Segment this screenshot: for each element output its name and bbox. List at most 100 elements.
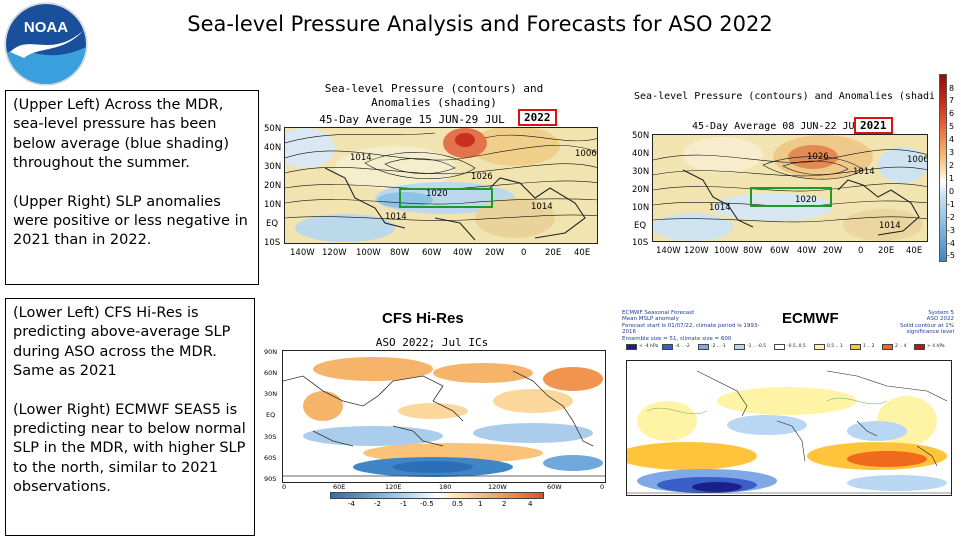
cfs-map-frame bbox=[282, 350, 606, 483]
cfs-lat-label: 90S bbox=[264, 475, 277, 483]
ul-lat-label: EQ bbox=[266, 219, 279, 229]
cfs-colorbar bbox=[330, 492, 544, 499]
ul-lon-label: 20W bbox=[485, 248, 505, 258]
cfs-map-canvas bbox=[283, 351, 605, 482]
cfs-colorbar-label: 4 bbox=[528, 500, 533, 508]
ur-lon-label: 20W bbox=[823, 246, 843, 256]
ur-map-canvas bbox=[653, 135, 927, 241]
ur-colorbar-label: 6 bbox=[949, 109, 955, 118]
ur-lon-label: 120W bbox=[684, 246, 709, 256]
ecmwf-header-right: System 5 ASO 2022 Solid contour at 1% si… bbox=[884, 310, 954, 336]
ecmwf-header-left-3: Forecast start is 01/07/22, climate peri… bbox=[622, 322, 760, 336]
ecmwf-legend-label: 2 .. 4 bbox=[895, 344, 907, 349]
ur-lat-label: 50N bbox=[632, 131, 650, 141]
ecmwf-legend-swatch bbox=[662, 344, 673, 350]
ul-lon-label: 0 bbox=[521, 248, 527, 258]
ur-contour-label-6: 1014 bbox=[879, 221, 901, 231]
ur-lon-label: 140W bbox=[656, 246, 681, 256]
ur-lon-label: 80W bbox=[743, 246, 763, 256]
ur-lat-label: EQ bbox=[634, 221, 647, 231]
ul-lat-label: 40N bbox=[264, 143, 282, 153]
ur-colorbar-label: -1 bbox=[947, 200, 955, 209]
ur-colorbar-label: 1 bbox=[949, 174, 955, 183]
ul-lat-label: 30N bbox=[264, 162, 282, 172]
ur-colorbar-label: 4 bbox=[949, 135, 955, 144]
cfs-lat-label: 30N bbox=[264, 390, 278, 398]
cfs-lon-label: 180 bbox=[439, 483, 452, 491]
cfs-hires-map: CFS Hi-Res ASO 2022; Jul ICs bbox=[262, 306, 610, 512]
ecmwf-map: ECMWF ECMWF Seasonal Forecast Mean MSLP … bbox=[618, 300, 956, 500]
ecmwf-legend-swatch bbox=[814, 344, 825, 350]
ur-colorbar-label: -2 bbox=[947, 213, 955, 222]
cfs-colorbar-label: 1 bbox=[478, 500, 483, 508]
ur-colorbar-label: 5 bbox=[949, 122, 955, 131]
ul-lat-label: 20N bbox=[264, 181, 282, 191]
ul-contour-label-1: 1014 bbox=[350, 153, 372, 163]
ur-contour-label-2: 1014 bbox=[853, 167, 875, 177]
ul-lon-label: 100W bbox=[356, 248, 381, 258]
ur-colorbar-label: -3 bbox=[947, 226, 955, 235]
cfs-colorbar-label: -0.5 bbox=[420, 500, 434, 508]
ecmwf-legend: < -4 hPa -4 .. -2 -2 .. -1 -1 .. -0.5 -0… bbox=[618, 344, 956, 356]
cfs-lat-label: 60N bbox=[264, 369, 278, 377]
cfs-lon-label: 0 bbox=[600, 483, 605, 491]
cfs-lon-label: 60W bbox=[547, 483, 562, 491]
cfs-colorbar-label: -1 bbox=[400, 500, 407, 508]
cfs-lon-label: 120E bbox=[385, 483, 402, 491]
ecmwf-header-left: ECMWF Seasonal Forecast Mean MSLP anomal… bbox=[622, 310, 762, 343]
ecmwf-legend-label: 1 .. 2 bbox=[863, 344, 875, 349]
ul-lon-label: 60W bbox=[422, 248, 442, 258]
ul-map-frame: 1014 1026 1020 1014 1006 1014 bbox=[284, 127, 598, 244]
ul-contour-label-5: 1006 bbox=[575, 149, 597, 159]
ur-lat-label: 10S bbox=[632, 238, 649, 248]
ul-contour-label-4: 1014 bbox=[385, 212, 407, 222]
cfs-lat-label: 90N bbox=[264, 348, 278, 356]
cfs-subtitle: ASO 2022; Jul ICs bbox=[375, 336, 489, 349]
ul-contour-label-2: 1026 bbox=[471, 172, 493, 182]
ul-lon-label: 140W bbox=[290, 248, 315, 258]
cfs-heading: CFS Hi-Res bbox=[382, 310, 464, 327]
lower-left-commentary: (Lower Left) CFS Hi-Res is predicting ab… bbox=[13, 305, 231, 380]
ul-title-line1: Sea-level Pressure (contours) and bbox=[324, 82, 544, 95]
ecmwf-heading: ECMWF bbox=[782, 310, 839, 327]
upper-commentary-box: (Upper Left) Across the MDR, sea-level p… bbox=[5, 90, 259, 285]
ecmwf-legend-swatch bbox=[734, 344, 745, 350]
ur-contour-label-5: 1006 bbox=[907, 155, 928, 165]
upper-left-commentary: (Upper Left) Across the MDR, sea-level p… bbox=[13, 97, 229, 172]
ecmwf-header-right-2: ASO 2022 bbox=[926, 316, 954, 323]
ul-lat-label: 50N bbox=[264, 124, 282, 134]
ecmwf-legend-label: -0.5..0.5 bbox=[787, 344, 806, 349]
ecmwf-legend-label: -2 .. -1 bbox=[711, 344, 726, 349]
upper-right-slp-map: Sea-level Pressure (contours) and Anomal… bbox=[610, 74, 956, 266]
cfs-colorbar-label: -2 bbox=[374, 500, 381, 508]
ecmwf-legend-swatch bbox=[698, 344, 709, 350]
ur-colorbar-label: 0 bbox=[949, 187, 955, 196]
ur-title-line2: 45-Day Average 08 JUN-22 JU bbox=[692, 121, 855, 132]
ul-map-canvas bbox=[285, 128, 597, 243]
ecmwf-legend-swatch bbox=[850, 344, 861, 350]
ur-lon-label: 40W bbox=[797, 246, 817, 256]
noaa-logo-text: NOAA bbox=[24, 19, 68, 36]
cfs-lon-label: 60E bbox=[333, 483, 346, 491]
ur-colorbar-label: 8 bbox=[949, 84, 955, 93]
ul-contour-label-3: 1020 bbox=[426, 189, 448, 199]
ur-colorbar-label: 3 bbox=[949, 148, 955, 157]
ur-colorbar-label: 2 bbox=[949, 161, 955, 170]
ur-lon-label: 60W bbox=[770, 246, 790, 256]
ecmwf-legend-swatch bbox=[882, 344, 893, 350]
ur-lon-label: 0 bbox=[858, 246, 864, 256]
ur-lat-label: 10N bbox=[632, 203, 650, 213]
ur-contour-label-4: 1014 bbox=[709, 203, 731, 213]
ur-lon-label: 40E bbox=[906, 246, 923, 256]
cfs-lat-label: 30S bbox=[264, 433, 277, 441]
ur-lat-label: 30N bbox=[632, 167, 650, 177]
ur-colorbar-label: -4 bbox=[947, 239, 955, 248]
ur-lat-label: 40N bbox=[632, 149, 650, 159]
ul-contour-label-6: 1014 bbox=[531, 202, 553, 212]
upper-left-slp-map: Sea-level Pressure (contours) and Anomal… bbox=[262, 80, 600, 268]
ur-lon-label: 100W bbox=[714, 246, 739, 256]
noaa-logo: NOAA bbox=[4, 2, 88, 86]
ecmwf-legend-label: < -4 hPa bbox=[639, 344, 659, 349]
ur-colorbar-label: 7 bbox=[949, 96, 955, 105]
lower-commentary-box: (Lower Left) CFS Hi-Res is predicting ab… bbox=[5, 298, 255, 536]
